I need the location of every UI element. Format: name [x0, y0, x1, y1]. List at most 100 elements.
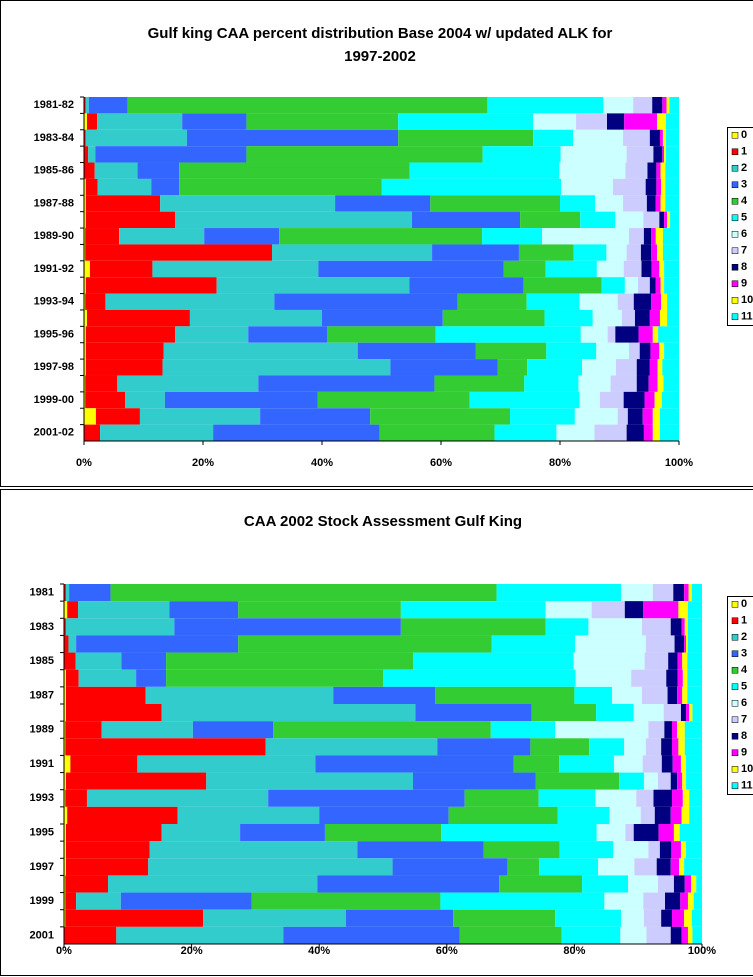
- bar-segment: [613, 755, 643, 773]
- bar-segment: [86, 789, 269, 807]
- bar-segment: [137, 162, 180, 179]
- legend-swatch: [731, 733, 739, 740]
- bar-segment: [274, 293, 458, 310]
- bar-segment: [664, 342, 679, 360]
- bar-segment: [678, 601, 688, 619]
- bar-segment: [175, 211, 412, 229]
- bar-segment: [268, 789, 465, 807]
- bar-segment: [260, 408, 371, 425]
- x-tick-label: 40%: [308, 945, 330, 957]
- bar-segment: [415, 704, 532, 722]
- bar-segment: [573, 129, 624, 147]
- bar-segment: [607, 113, 625, 130]
- bar-segment: [499, 875, 583, 893]
- bar-segment: [84, 375, 86, 392]
- bar-segment: [412, 652, 574, 670]
- bar-segment: [686, 635, 688, 653]
- bar-segment: [546, 342, 597, 360]
- bar-segment: [65, 909, 204, 927]
- bar-segment: [475, 342, 547, 360]
- bar-segment: [561, 926, 621, 944]
- bar-segment: [578, 375, 611, 392]
- bar-segment: [164, 391, 318, 409]
- bar-segment: [469, 391, 580, 409]
- bar-segment: [663, 375, 679, 392]
- bar-segment: [624, 277, 638, 294]
- bar-segment: [677, 652, 683, 670]
- bar-segment: [64, 772, 66, 790]
- bar-segment: [555, 721, 649, 739]
- legend-label: 11: [741, 311, 753, 323]
- bar-segment: [64, 806, 68, 824]
- bar-segment: [65, 704, 162, 722]
- bar-segment: [645, 635, 675, 653]
- bar-segment: [579, 391, 600, 409]
- bar-segment: [612, 686, 643, 704]
- bar-segment: [65, 738, 266, 756]
- bar-segment: [662, 129, 666, 147]
- y-tick-label: 1989-90: [34, 230, 74, 242]
- bar-segment: [459, 926, 562, 944]
- bar-segment: [145, 686, 334, 704]
- bar-segment: [680, 892, 688, 910]
- bar-segment: [636, 375, 649, 392]
- bar-segment: [646, 195, 656, 212]
- bar-segment: [582, 359, 616, 376]
- bar-segment: [643, 892, 665, 910]
- bar-segment: [379, 424, 495, 441]
- bar-segment: [667, 211, 671, 229]
- bar-segment: [84, 342, 86, 360]
- bar-segment: [76, 892, 121, 910]
- bar-segment: [682, 652, 688, 670]
- bar-segment: [179, 162, 410, 179]
- bar-segment: [152, 260, 319, 278]
- legend-swatch: [731, 198, 739, 205]
- bar-segment: [84, 113, 87, 130]
- bar-segment: [437, 738, 531, 756]
- bar-segment: [689, 704, 693, 722]
- bar-segment: [105, 293, 275, 310]
- bar-segment: [684, 909, 692, 927]
- bar-segment: [651, 293, 662, 310]
- bar-segment: [246, 113, 399, 130]
- bar-segment: [643, 228, 652, 245]
- bar-segment: [680, 704, 687, 722]
- bar-segment: [621, 309, 635, 327]
- bar-segment: [626, 244, 641, 261]
- bar-segment: [687, 926, 693, 944]
- y-tick-label: 1991-92: [34, 263, 74, 275]
- bar-segment: [654, 391, 662, 409]
- bar-segment: [634, 309, 650, 327]
- bar-segment: [317, 875, 500, 893]
- legend-swatch: [731, 749, 739, 756]
- bar-segment: [650, 342, 660, 360]
- bar-segment: [409, 162, 560, 179]
- bar-segment: [574, 408, 618, 425]
- bar-segment: [665, 162, 679, 179]
- bar-segment: [192, 721, 274, 739]
- bar-segment: [659, 129, 663, 147]
- bar-segment: [64, 686, 66, 704]
- bar-segment: [390, 359, 498, 376]
- y-tick-label: 2001-02: [34, 427, 74, 439]
- bar-segment: [684, 858, 702, 876]
- bar-segment: [656, 244, 663, 261]
- bar-segment: [649, 129, 660, 147]
- bar-segment: [687, 669, 702, 687]
- bar-segment: [686, 755, 702, 773]
- bar-segment: [609, 806, 641, 824]
- bar-segment: [357, 342, 476, 360]
- bar-segment: [633, 293, 652, 310]
- bar-segment: [640, 806, 655, 824]
- bar-segment: [664, 892, 681, 910]
- legend-swatch: [731, 683, 739, 690]
- bar-segment: [557, 806, 610, 824]
- bar-segment: [582, 875, 628, 893]
- bar-segment: [643, 424, 653, 441]
- bar-segment: [89, 260, 153, 278]
- bar-segment: [213, 424, 380, 441]
- bar-segment: [684, 721, 702, 739]
- bar-segment: [610, 375, 637, 392]
- bar-segment: [64, 858, 66, 876]
- x-tick-label: 0%: [56, 945, 72, 957]
